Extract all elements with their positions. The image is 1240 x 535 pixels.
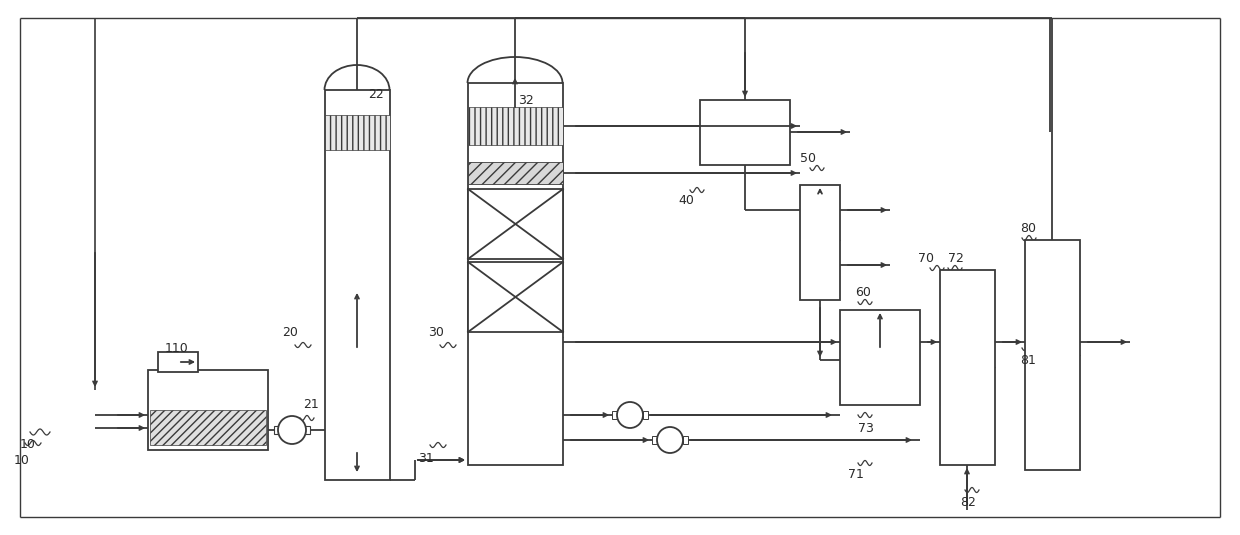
Text: 10: 10 [20, 439, 36, 452]
Bar [644, 411, 649, 419]
Text: 60: 60 [856, 286, 870, 299]
Bar [800, 185, 839, 300]
Bar [325, 90, 391, 480]
Circle shape [618, 402, 644, 428]
Bar [1025, 240, 1080, 470]
Text: 40: 40 [678, 194, 694, 207]
Text: 73: 73 [858, 422, 874, 434]
Bar [940, 270, 994, 465]
Text: 31: 31 [418, 452, 434, 464]
Bar [613, 411, 618, 419]
Bar [325, 115, 391, 150]
Bar [467, 162, 563, 184]
Text: 80: 80 [1021, 221, 1035, 234]
Bar [157, 352, 198, 372]
Text: 82: 82 [960, 496, 976, 509]
Bar [305, 426, 310, 434]
Bar [467, 262, 563, 332]
Text: 32: 32 [518, 94, 533, 106]
Text: 22: 22 [368, 88, 383, 102]
Text: 30: 30 [428, 325, 444, 339]
Text: 81: 81 [1021, 354, 1035, 366]
Bar [839, 310, 920, 405]
Text: 10: 10 [14, 454, 30, 467]
Text: 110: 110 [165, 341, 188, 355]
Bar [701, 100, 790, 165]
Text: 20: 20 [281, 325, 298, 339]
Bar [150, 410, 267, 445]
Circle shape [657, 427, 683, 453]
Bar [467, 107, 563, 145]
Text: 71: 71 [848, 469, 864, 482]
Text: 50: 50 [800, 151, 816, 164]
Text: 72: 72 [949, 251, 963, 264]
Text: 21: 21 [303, 399, 319, 411]
Circle shape [278, 416, 306, 444]
Bar [652, 436, 657, 444]
Text: 70: 70 [918, 251, 934, 264]
Bar [274, 426, 279, 434]
Bar [467, 83, 563, 465]
Bar [467, 189, 563, 259]
Bar [148, 370, 268, 450]
Bar [683, 436, 688, 444]
